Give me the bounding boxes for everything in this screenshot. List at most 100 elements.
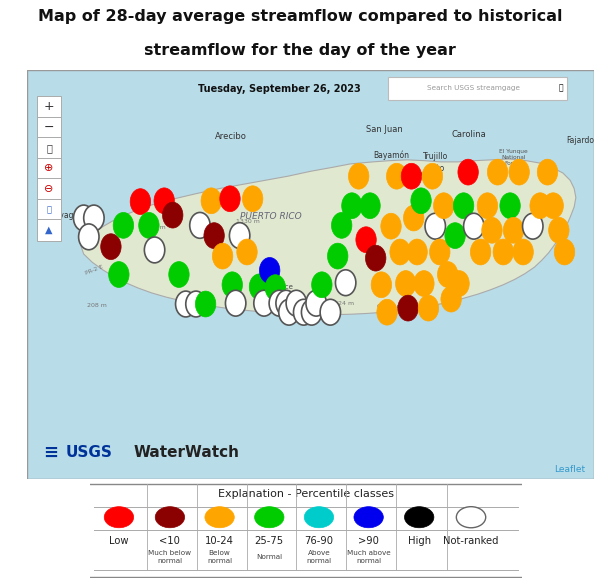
Ellipse shape — [229, 223, 250, 249]
Ellipse shape — [430, 239, 450, 265]
Ellipse shape — [73, 205, 94, 231]
Ellipse shape — [249, 274, 269, 300]
Text: Tuesday, September 26, 2023: Tuesday, September 26, 2023 — [198, 84, 361, 94]
Text: 🌐: 🌐 — [47, 205, 52, 214]
Ellipse shape — [354, 507, 383, 528]
Ellipse shape — [418, 295, 439, 321]
Text: PUERTO RICO: PUERTO RICO — [240, 212, 302, 221]
Text: Much above
normal: Much above normal — [347, 550, 391, 564]
Text: 10-24: 10-24 — [205, 536, 234, 546]
Ellipse shape — [201, 188, 221, 214]
Text: >90: >90 — [358, 536, 379, 546]
Text: ▲: ▲ — [46, 225, 53, 235]
Text: 516 m: 516 m — [146, 225, 166, 229]
Ellipse shape — [163, 202, 183, 228]
Ellipse shape — [411, 188, 431, 214]
Text: Mayagüez: Mayagüez — [48, 211, 88, 220]
FancyBboxPatch shape — [37, 96, 61, 117]
Ellipse shape — [265, 275, 286, 300]
Ellipse shape — [204, 223, 224, 249]
Ellipse shape — [487, 159, 508, 185]
Ellipse shape — [441, 286, 461, 312]
Ellipse shape — [113, 213, 134, 238]
Ellipse shape — [470, 239, 491, 265]
Text: Bayamón: Bayamón — [374, 150, 410, 160]
Ellipse shape — [212, 243, 233, 269]
Ellipse shape — [464, 213, 484, 239]
Text: ⊕: ⊕ — [44, 163, 54, 174]
Text: El Yunque
National
Forest: El Yunque National Forest — [499, 149, 528, 166]
Ellipse shape — [356, 227, 376, 253]
Ellipse shape — [401, 163, 422, 189]
Ellipse shape — [306, 290, 326, 316]
Ellipse shape — [548, 217, 569, 243]
Ellipse shape — [139, 213, 159, 238]
FancyBboxPatch shape — [37, 117, 61, 138]
Ellipse shape — [395, 271, 416, 296]
Ellipse shape — [554, 239, 575, 265]
Text: ≡: ≡ — [43, 444, 58, 462]
Text: once: once — [277, 284, 293, 290]
FancyBboxPatch shape — [88, 483, 524, 577]
Ellipse shape — [205, 507, 234, 528]
Text: Fajardo: Fajardo — [566, 137, 594, 145]
Ellipse shape — [377, 299, 397, 325]
Text: Trujillo: Trujillo — [422, 152, 448, 161]
Ellipse shape — [237, 239, 257, 265]
Text: Not-ranked: Not-ranked — [443, 536, 499, 546]
Ellipse shape — [477, 193, 497, 218]
Ellipse shape — [386, 163, 407, 189]
Ellipse shape — [254, 507, 284, 528]
Text: streamflow for the day of the year: streamflow for the day of the year — [144, 42, 456, 58]
Ellipse shape — [530, 193, 550, 218]
Ellipse shape — [437, 261, 458, 288]
FancyBboxPatch shape — [37, 158, 61, 179]
Text: 208 m: 208 m — [87, 303, 107, 309]
Ellipse shape — [293, 299, 314, 325]
Text: USGS: USGS — [65, 445, 112, 460]
Text: Below
normal: Below normal — [207, 550, 232, 564]
Ellipse shape — [242, 186, 263, 211]
Ellipse shape — [254, 290, 274, 316]
Ellipse shape — [449, 271, 469, 296]
Ellipse shape — [458, 159, 478, 185]
Ellipse shape — [543, 193, 563, 218]
Ellipse shape — [341, 193, 362, 218]
Ellipse shape — [335, 270, 356, 296]
Text: PR-2 E: PR-2 E — [84, 264, 104, 275]
Ellipse shape — [538, 159, 558, 185]
Ellipse shape — [176, 291, 196, 317]
Ellipse shape — [509, 159, 529, 185]
Ellipse shape — [196, 291, 216, 317]
Text: Alto: Alto — [430, 164, 445, 173]
Ellipse shape — [365, 245, 386, 271]
Text: Normal: Normal — [256, 554, 283, 560]
Polygon shape — [81, 159, 576, 315]
Ellipse shape — [403, 205, 424, 231]
Text: 25-75: 25-75 — [255, 536, 284, 546]
Text: Map of 28-day average streamflow compared to historical: Map of 28-day average streamflow compare… — [38, 9, 562, 24]
Text: +: + — [44, 101, 55, 113]
Text: 76-90: 76-90 — [304, 536, 334, 546]
Text: Guayama: Guayama — [376, 304, 407, 309]
Text: <10: <10 — [160, 536, 181, 546]
FancyBboxPatch shape — [388, 77, 568, 99]
Text: Leaflet: Leaflet — [554, 465, 586, 475]
Ellipse shape — [493, 239, 514, 265]
Text: Low: Low — [109, 536, 128, 546]
Ellipse shape — [104, 507, 134, 528]
Ellipse shape — [286, 290, 307, 316]
Ellipse shape — [523, 213, 543, 239]
Ellipse shape — [83, 205, 104, 231]
Ellipse shape — [109, 261, 129, 288]
FancyBboxPatch shape — [37, 137, 61, 159]
Ellipse shape — [130, 189, 151, 214]
Text: 🔍: 🔍 — [559, 83, 563, 92]
Ellipse shape — [425, 213, 445, 239]
Text: ⤢: ⤢ — [46, 143, 52, 153]
Ellipse shape — [269, 290, 290, 316]
Ellipse shape — [482, 217, 502, 243]
Text: 324 m: 324 m — [334, 301, 355, 306]
Ellipse shape — [304, 507, 334, 528]
Ellipse shape — [259, 257, 280, 284]
